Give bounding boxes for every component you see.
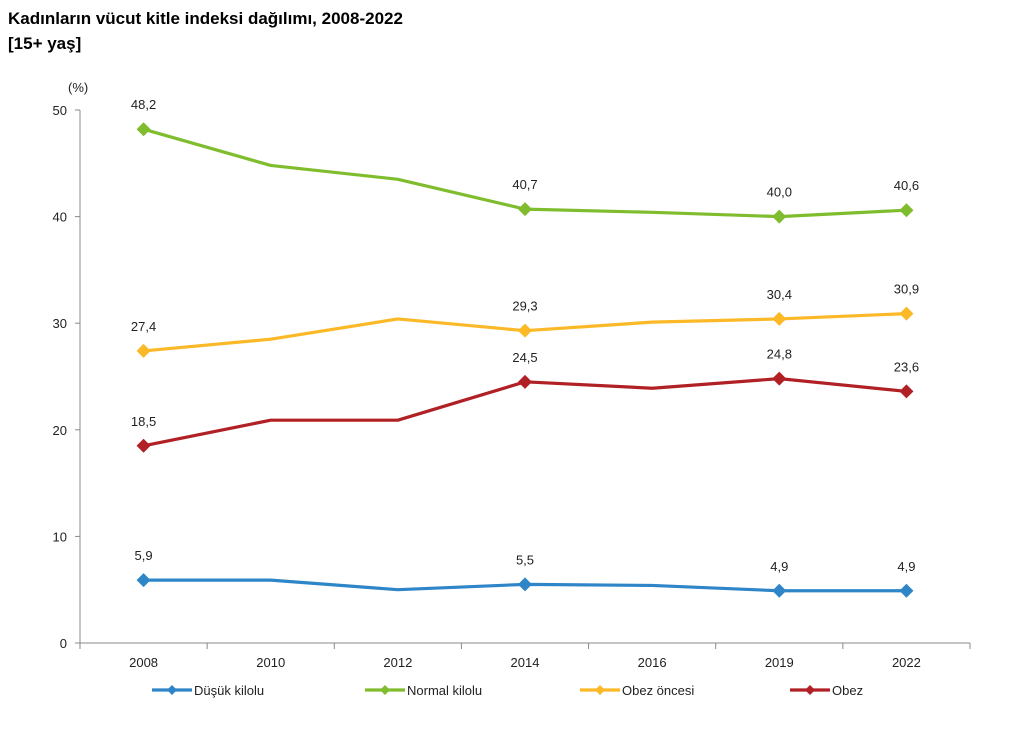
data-label: 24,8 [767,347,792,362]
data-point-marker [899,384,914,399]
data-point-marker [899,203,914,218]
data-label: 24,5 [512,350,537,365]
legend-item: Obez öncesi [580,683,694,698]
y-tick-label: 10 [53,529,67,544]
x-tick-label: 2014 [511,655,540,670]
data-point-marker [518,323,532,338]
legend-label: Düşük kilolu [194,683,264,698]
data-label: 18,5 [131,414,156,429]
y-tick-label: 20 [53,423,67,438]
x-tick-label: 2019 [765,655,794,670]
data-label: 30,9 [894,282,919,297]
legend: Düşük kilolu Normal kilolu Obez öncesi Obez [152,683,863,698]
data-point-marker [518,374,532,389]
data-label: 40,0 [767,185,792,200]
data-point-marker [772,209,787,224]
data-label: 40,6 [894,178,919,193]
chart-subtitle: [15+ yaş] [8,34,82,53]
legend-item: Obez [790,683,863,698]
legend-item: Düşük kilolu [152,683,264,698]
chart-title-block: Kadınların vücut kitle indeksi dağılımı,… [8,6,403,56]
series-group: 18,5 24,5 24,8 23,6 [131,347,919,453]
legend-label: Normal kilolu [407,683,482,698]
data-point-marker [899,583,914,598]
data-point-marker [772,371,787,386]
x-tick-label: 2016 [638,655,667,670]
series-lines: 5,9 5,5 4,9 4,9 48,2 40,7 40,0 40,6 27,4 29,3 30,4… [131,97,919,598]
y-tick-label: 50 [53,103,67,118]
legend-item: Normal kilolu [365,683,482,698]
data-label: 40,7 [512,177,537,192]
x-tick-label: 2010 [256,655,285,670]
data-label: 4,9 [770,559,788,574]
data-label: 27,4 [131,319,156,334]
data-label: 5,9 [135,548,153,563]
x-tick-label: 2008 [129,655,158,670]
series-group: 5,9 5,5 4,9 4,9 [135,548,915,598]
y-tick-label: 40 [53,210,67,225]
data-label: 30,4 [767,287,792,302]
data-point-marker [772,583,787,598]
data-point-marker [136,343,151,358]
legend-label: Obez öncesi [622,683,694,698]
legend-swatch-marker [167,685,177,695]
y-tick-label: 0 [60,636,67,651]
legend-label: Obez [832,683,863,698]
y-tick-label: 30 [53,316,67,331]
data-point-marker [136,573,151,588]
series-group: 27,4 29,3 30,4 30,9 [131,282,919,358]
legend-swatch-marker [380,685,390,695]
series-group: 48,2 40,7 40,0 40,6 [131,97,919,224]
data-point-marker [518,202,532,217]
data-point-marker [899,306,914,321]
data-label: 4,9 [897,559,915,574]
x-tick-label: 2022 [892,655,921,670]
x-tick-label: 2012 [383,655,412,670]
data-point-marker [136,438,151,453]
data-label: 48,2 [131,97,156,112]
data-point-marker [136,122,151,137]
data-label: 23,6 [894,359,919,374]
chart-title: Kadınların vücut kitle indeksi dağılımı,… [8,9,403,28]
legend-swatch-marker [595,685,605,695]
legend-swatch-marker [805,685,815,695]
axes: 0 10 20 30 40 50 2008 2010 2012 2014 2016 2019 2022 [53,103,971,670]
data-label: 29,3 [512,299,537,314]
data-label: 5,5 [516,552,534,567]
y-axis-unit: (%) [68,80,88,95]
data-point-marker [772,311,787,326]
data-point-marker [518,577,532,592]
